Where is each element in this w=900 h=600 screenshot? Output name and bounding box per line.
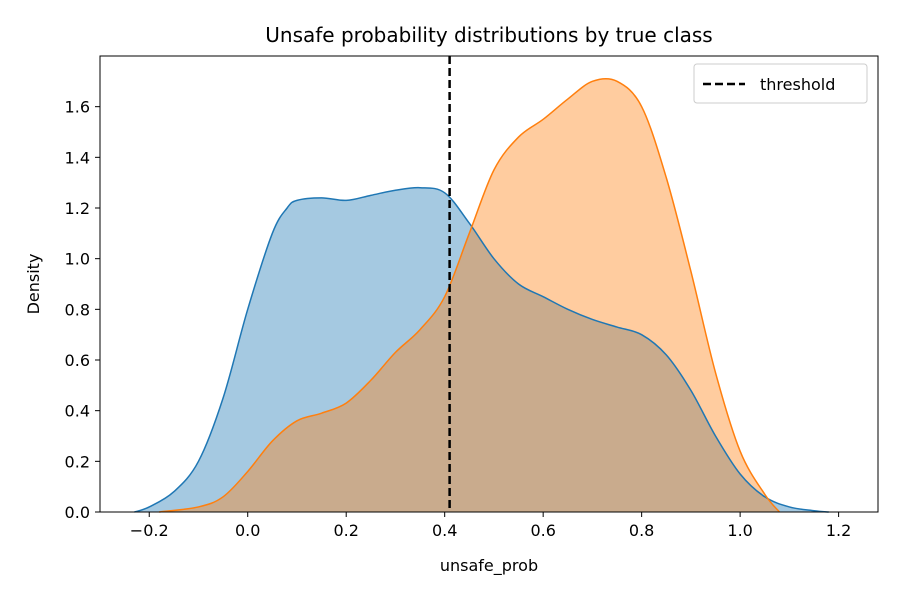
x-tick-label: 0.6 [530,521,555,540]
y-tick-label: 1.2 [65,199,90,218]
plot-frame [99,55,879,513]
x-tick-label: 0.4 [432,521,457,540]
y-tick-label: 1.0 [65,250,90,269]
x-tick-label: 0.2 [333,521,358,540]
density-fills [134,78,829,512]
y-tick-label: 0.8 [65,300,90,319]
density-line-series-0 [134,186,829,513]
y-tick-label: 0.0 [65,503,90,522]
y-tick-label: 0.6 [65,351,90,370]
x-axis: −0.2 0.0 0.2 0.4 0.6 0.8 1.0 1.2 [130,512,851,540]
x-axis-label: unsafe_prob [440,556,538,576]
x-tick-label: 0.0 [235,521,260,540]
legend-threshold-label: threshold [760,75,835,94]
x-tick-label: 1.2 [826,521,851,540]
y-axis: 0.0 0.2 0.4 0.6 0.8 1.0 1.2 1.4 1.6 [65,98,100,522]
density-fill-series-1 [159,78,780,512]
x-tick-label: 1.0 [727,521,752,540]
y-tick-label: 1.4 [65,148,90,167]
legend: threshold [693,63,868,104]
y-tick-label: 0.2 [65,452,90,471]
density-fill-series-0 [134,187,829,512]
density-lines [134,77,829,513]
density-line-series-1 [158,77,781,513]
legend-box [693,63,868,104]
y-tick-label: 0.4 [65,402,90,421]
x-tick-label: 0.8 [629,521,654,540]
y-axis-label: Density [24,254,43,315]
chart-title: Unsafe probability distributions by true… [265,23,712,47]
y-tick-label: 1.6 [65,98,90,117]
x-tick-label: −0.2 [130,521,169,540]
